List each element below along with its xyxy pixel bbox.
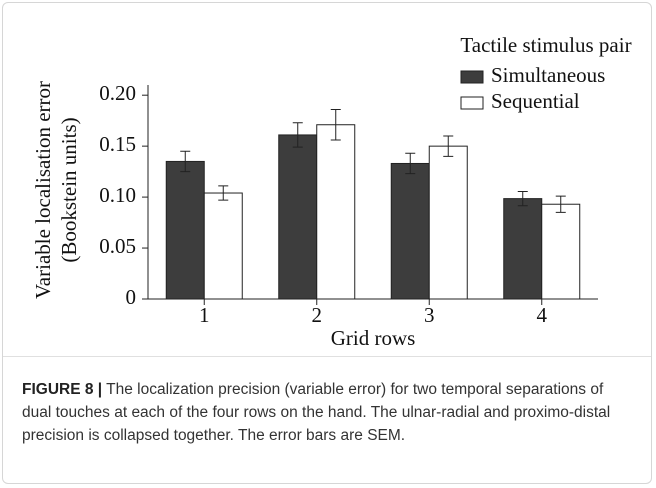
- bar: [428, 145, 468, 300]
- error-bar: [180, 150, 191, 173]
- legend-label: Simultaneous: [491, 63, 605, 87]
- chart: Tactile stimulus pair Grid rows Variable…: [31, 33, 632, 350]
- legend-title: Tactile stimulus pair: [460, 33, 631, 57]
- y-tick-label: 0.20: [99, 81, 136, 105]
- bar: [390, 162, 430, 300]
- bar: [203, 192, 243, 300]
- bar: [165, 160, 205, 300]
- error-bar: [555, 195, 566, 213]
- error-bar: [443, 135, 454, 157]
- error-bar: [218, 185, 229, 201]
- figure-frame: [2, 2, 652, 484]
- y-axis-label: Variable localisation error: [31, 81, 55, 299]
- error-bar: [330, 108, 341, 141]
- x-tick-label: 4: [537, 303, 548, 327]
- bar: [541, 203, 581, 300]
- error-bar: [517, 190, 528, 207]
- separator: [3, 356, 651, 357]
- x-tick-label: 3: [424, 303, 435, 327]
- x-axis-label: Grid rows: [331, 326, 416, 350]
- y-axis-label: (Bookstein units): [57, 117, 81, 262]
- y-tick-label: 0: [126, 285, 137, 309]
- bar: [316, 124, 356, 300]
- caption: FIGURE 8 | The localization precision (v…: [22, 378, 636, 447]
- error-bar: [292, 122, 303, 148]
- x-tick-label: 2: [312, 303, 323, 327]
- bar: [503, 198, 543, 300]
- legend-swatch: [460, 70, 484, 84]
- caption-text: The localization precision (variable err…: [22, 381, 611, 444]
- y-tick-label: 0.15: [99, 132, 136, 156]
- bar: [278, 134, 318, 300]
- x-tick-label: 1: [199, 303, 210, 327]
- caption-label: FIGURE 8 |: [22, 381, 103, 398]
- y-tick-label: 0.10: [99, 183, 136, 207]
- legend-label: Sequential: [491, 89, 580, 113]
- legend-swatch: [460, 96, 484, 110]
- y-tick-label: 0.05: [99, 234, 136, 258]
- error-bar: [405, 152, 416, 175]
